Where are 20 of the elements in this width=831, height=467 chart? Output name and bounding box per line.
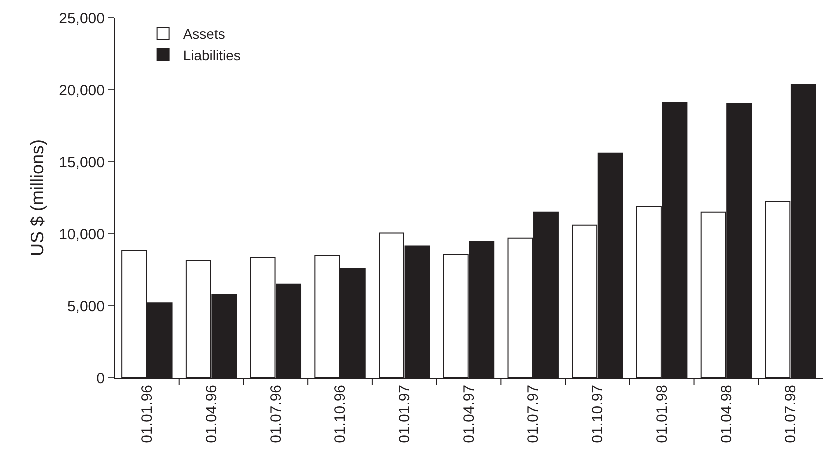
y-axis-title: US $ (millions) — [27, 139, 48, 257]
y-tick-label: 10,000 — [59, 226, 105, 244]
x-tick-label: 01.04.98 — [718, 385, 736, 444]
x-tick-label: 01.01.96 — [139, 385, 156, 444]
y-tick-label: 15,000 — [59, 154, 105, 172]
x-tick-label: 01.07.98 — [782, 385, 800, 444]
x-tick-label: 01.07.97 — [525, 385, 542, 444]
x-tick-label: 01.04.97 — [460, 385, 478, 444]
x-tick-label: 01.01.97 — [396, 385, 414, 444]
legend-label: Assets — [183, 26, 226, 42]
x-tick-label: 01.10.96 — [332, 385, 350, 444]
legend-label: Liabilities — [183, 47, 241, 64]
y-tick-label: 25,000 — [59, 10, 105, 28]
x-tick-label: 01.01.98 — [654, 385, 671, 444]
x-tick-label: 01.04.96 — [203, 385, 220, 444]
y-tick-label: 20,000 — [59, 82, 105, 100]
y-tick-label: 5,000 — [67, 298, 105, 316]
y-tick-label: 0 — [96, 370, 105, 388]
x-tick-label: 01.07.96 — [268, 385, 285, 444]
x-tick-label: 01.10.97 — [590, 385, 607, 444]
